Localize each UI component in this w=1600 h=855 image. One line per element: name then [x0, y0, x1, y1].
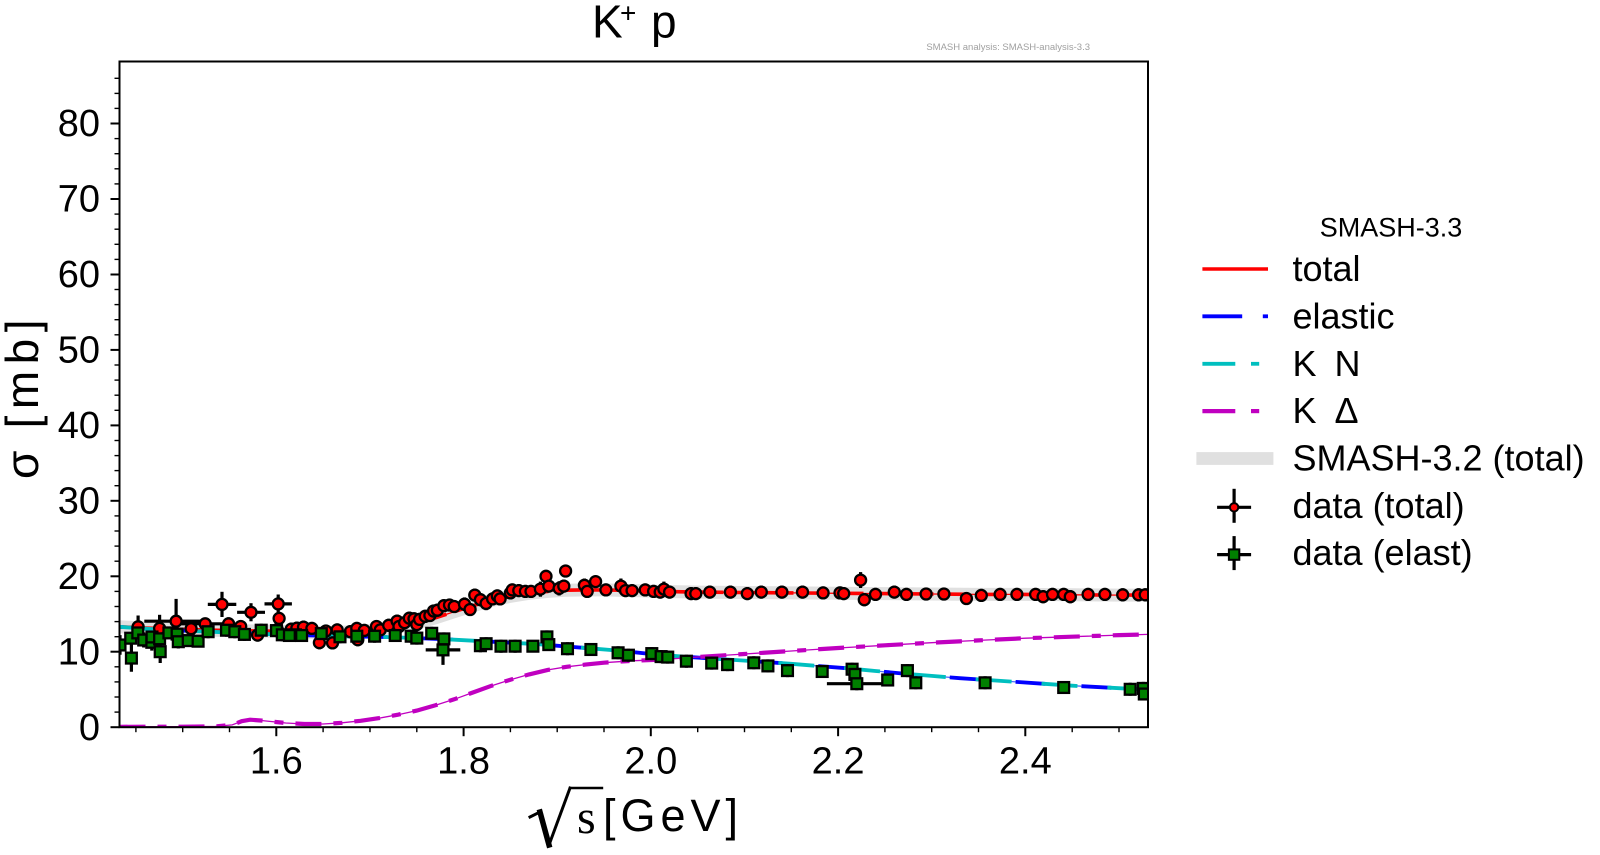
- svg-text:2.0: 2.0: [624, 741, 677, 783]
- svg-text:70: 70: [58, 179, 100, 221]
- svg-text:s: s: [577, 791, 596, 844]
- svg-text:60: 60: [58, 254, 100, 296]
- svg-text:2.2: 2.2: [812, 741, 865, 783]
- svg-text:SMASH-3.3: SMASH-3.3: [1320, 213, 1463, 243]
- svg-text:[GeV]: [GeV]: [603, 790, 743, 841]
- svg-text:2.4: 2.4: [999, 741, 1052, 783]
- svg-text:SMASH analysis: SMASH-analysis: SMASH analysis: SMASH-analysis-3.3: [926, 42, 1090, 53]
- svg-text:1.8: 1.8: [437, 741, 490, 783]
- svg-text:data (elast): data (elast): [1293, 532, 1473, 573]
- svg-text:elastic: elastic: [1293, 295, 1395, 336]
- svg-text:p: p: [651, 0, 677, 48]
- svg-text:SMASH-3.2 (total): SMASH-3.2 (total): [1293, 438, 1585, 479]
- svg-text:+: +: [620, 0, 636, 29]
- svg-text:1.6: 1.6: [250, 741, 303, 783]
- svg-text:data (total): data (total): [1293, 485, 1465, 526]
- svg-text:30: 30: [58, 481, 100, 523]
- svg-text:20: 20: [58, 556, 100, 598]
- svg-text:K Δ: K Δ: [1293, 390, 1359, 431]
- svg-text:80: 80: [58, 103, 100, 145]
- svg-text:K: K: [592, 0, 623, 48]
- svg-text:10: 10: [58, 631, 100, 673]
- svg-text:K N: K N: [1293, 343, 1361, 384]
- svg-text:0: 0: [79, 707, 100, 749]
- svg-text:σ [mb]: σ [mb]: [0, 313, 48, 479]
- svg-text:50: 50: [58, 330, 100, 372]
- svg-text:total: total: [1293, 248, 1361, 289]
- svg-text:40: 40: [58, 405, 100, 447]
